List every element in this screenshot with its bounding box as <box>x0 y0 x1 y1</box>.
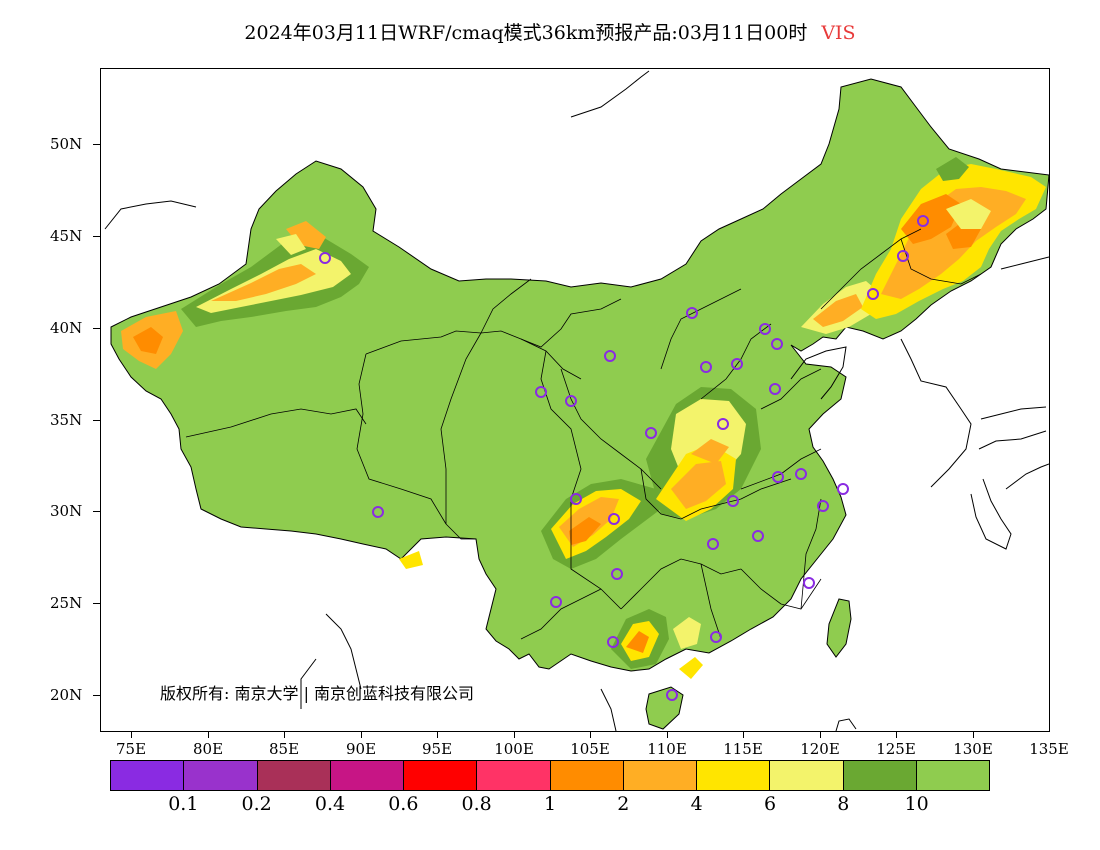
x-tick <box>131 732 133 738</box>
x-label: 105E <box>570 740 610 758</box>
legend-swatch <box>184 761 258 790</box>
hainan-island <box>645 686 684 730</box>
x-label: 80E <box>192 740 224 758</box>
y-label: 40N <box>50 319 83 337</box>
legend-swatch <box>330 761 404 790</box>
legend-swatch <box>843 761 917 790</box>
x-tick <box>896 732 898 738</box>
legend-swatch <box>404 761 478 790</box>
x-tick <box>973 732 975 738</box>
y-tick <box>93 328 100 330</box>
x-label: 130E <box>953 740 993 758</box>
y-label: 30N <box>50 502 83 520</box>
legend-label: 0.6 <box>388 793 419 815</box>
y-tick <box>93 144 100 146</box>
legend-swatch <box>477 761 551 790</box>
legend-label: 0.4 <box>314 793 346 815</box>
legend-label: 6 <box>763 793 777 815</box>
china-landmass <box>110 78 1049 672</box>
legend-label: 0.8 <box>461 793 492 815</box>
x-tick <box>667 732 669 738</box>
y-tick <box>93 695 100 697</box>
map-frame <box>100 68 1050 732</box>
x-label: 110E <box>647 740 687 758</box>
legend-swatch <box>916 761 989 790</box>
legend-label: 8 <box>837 793 850 815</box>
legend-swatch <box>257 761 331 790</box>
x-tick <box>361 732 363 738</box>
y-tick <box>93 603 100 605</box>
x-tick <box>437 732 439 738</box>
x-label: 90E <box>345 740 377 758</box>
legend-swatch <box>111 761 185 790</box>
legend-label: 0.2 <box>241 793 272 815</box>
legend-label: 2 <box>617 793 630 815</box>
x-label: 95E <box>421 740 453 758</box>
taiwan-island <box>826 598 852 658</box>
x-label: 85E <box>268 740 300 758</box>
x-label: 115E <box>723 740 763 758</box>
x-label: 100E <box>494 740 534 758</box>
x-label: 125E <box>876 740 916 758</box>
map-svg <box>104 70 1049 731</box>
y-label: 20N <box>50 686 83 704</box>
legend-swatch <box>623 761 697 790</box>
x-tick <box>208 732 210 738</box>
y-tick <box>93 420 100 422</box>
x-tick <box>820 732 822 738</box>
legend-swatch <box>550 761 624 790</box>
title-variable: VIS <box>821 22 856 44</box>
y-label: 35N <box>50 411 83 429</box>
x-label: 135E <box>1029 740 1069 758</box>
title-main: 2024年03月11日WRF/cmaq模式36km预报产品:03月11日00时 <box>244 22 808 44</box>
y-tick <box>93 511 100 513</box>
city-markers <box>319 215 929 701</box>
legend-label: 10 <box>904 793 929 815</box>
x-label: 120E <box>800 740 840 758</box>
copyright-text: 版权所有: 南京大学 | 南京创蓝科技有限公司 <box>160 684 475 703</box>
x-tick <box>743 732 745 738</box>
x-tick <box>590 732 592 738</box>
map-title: 2024年03月11日WRF/cmaq模式36km预报产品:03月11日00时 V… <box>0 18 1100 45</box>
y-label: 50N <box>50 135 83 153</box>
x-tick <box>514 732 516 738</box>
x-tick <box>284 732 286 738</box>
legend-swatch <box>770 761 844 790</box>
y-label: 25N <box>50 594 83 612</box>
neighbor-coastlines <box>104 70 1049 731</box>
y-tick <box>93 236 100 238</box>
province-boundaries <box>185 228 982 640</box>
y-label: 45N <box>50 227 83 245</box>
x-label: 75E <box>115 740 147 758</box>
legend-label: 4 <box>690 793 703 815</box>
legend-label: 0.1 <box>168 793 199 815</box>
color-legend <box>110 760 990 791</box>
legend-label: 1 <box>543 793 557 815</box>
legend-swatch <box>697 761 771 790</box>
